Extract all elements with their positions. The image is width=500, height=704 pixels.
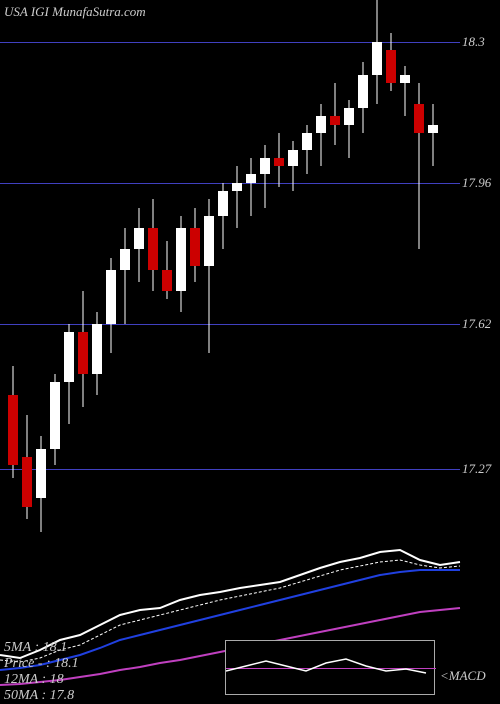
watermark-text: USA IGI MunafaSutra.com bbox=[4, 4, 146, 20]
candlestick bbox=[232, 166, 242, 228]
candlestick bbox=[92, 312, 102, 395]
ma-value-label: Price - : 18.1 bbox=[4, 656, 79, 672]
candle-body bbox=[8, 395, 18, 466]
macd-inset bbox=[225, 640, 435, 695]
candlestick bbox=[274, 133, 284, 187]
macd-svg bbox=[226, 641, 436, 696]
candle-body bbox=[358, 75, 368, 108]
candlestick bbox=[260, 145, 270, 207]
price-level-label: 17.62 bbox=[462, 316, 491, 332]
candlestick bbox=[176, 216, 186, 312]
candle-body bbox=[428, 125, 438, 133]
candlestick bbox=[8, 366, 18, 478]
price-level-line bbox=[0, 469, 460, 470]
candle-wick bbox=[237, 166, 238, 228]
candlestick bbox=[400, 66, 410, 116]
candlestick bbox=[246, 158, 256, 216]
candle-body bbox=[64, 332, 74, 382]
candlestick bbox=[414, 83, 424, 249]
macd-line bbox=[226, 659, 426, 673]
candlestick bbox=[372, 0, 382, 104]
price-candlestick-chart bbox=[0, 0, 460, 540]
candle-body bbox=[232, 183, 242, 191]
stock-chart-container: USA IGI MunafaSutra.com 5MA : 18.1Price … bbox=[0, 0, 500, 700]
moving-average-panel: 5MA : 18.1Price - : 18.112MA : 1850MA : … bbox=[0, 540, 500, 700]
candle-body bbox=[36, 449, 46, 499]
candlestick bbox=[288, 141, 298, 191]
candlestick bbox=[64, 324, 74, 424]
price-level-label: 17.27 bbox=[462, 461, 491, 477]
candle-body bbox=[372, 42, 382, 75]
ma-value-label: 12MA : 18 bbox=[4, 672, 64, 688]
candlestick bbox=[22, 415, 32, 519]
candle-body bbox=[260, 158, 270, 175]
candlestick bbox=[204, 199, 214, 353]
candle-body bbox=[288, 150, 298, 167]
candlestick bbox=[134, 208, 144, 283]
candle-body bbox=[246, 174, 256, 182]
candle-body bbox=[218, 191, 228, 216]
candle-body bbox=[302, 133, 312, 150]
candle-body bbox=[190, 228, 200, 265]
candle-body bbox=[106, 270, 116, 324]
candle-body bbox=[414, 104, 424, 133]
candlestick bbox=[218, 183, 228, 249]
candle-wick bbox=[125, 228, 126, 324]
candlestick bbox=[50, 374, 60, 465]
candlestick bbox=[358, 62, 368, 133]
candle-body bbox=[148, 228, 158, 270]
candlestick bbox=[78, 291, 88, 407]
candlestick bbox=[344, 100, 354, 158]
candlestick bbox=[120, 228, 130, 324]
candle-body bbox=[400, 75, 410, 83]
candle-body bbox=[134, 228, 144, 249]
candle-body bbox=[50, 382, 60, 448]
candle-body bbox=[344, 108, 354, 125]
candlestick bbox=[162, 241, 172, 299]
candlestick bbox=[302, 125, 312, 175]
candlestick bbox=[330, 83, 340, 145]
candle-body bbox=[78, 332, 88, 374]
candlestick bbox=[148, 199, 158, 290]
candle-body bbox=[176, 228, 186, 290]
candle-body bbox=[316, 116, 326, 133]
ma-value-label: 5MA : 18.1 bbox=[4, 640, 67, 656]
candlestick bbox=[106, 258, 116, 354]
candle-body bbox=[386, 50, 396, 83]
candlestick bbox=[190, 208, 200, 283]
candlestick bbox=[386, 33, 396, 91]
candle-wick bbox=[321, 104, 322, 166]
candle-body bbox=[120, 249, 130, 270]
candle-body bbox=[330, 116, 340, 124]
candlestick bbox=[316, 104, 326, 166]
macd-label: <MACD bbox=[440, 668, 486, 684]
candlestick bbox=[428, 104, 438, 166]
candle-wick bbox=[433, 104, 434, 166]
candle-wick bbox=[335, 83, 336, 145]
candlestick bbox=[36, 436, 46, 532]
candle-wick bbox=[265, 145, 266, 207]
price-level-label: 17.96 bbox=[462, 175, 491, 191]
candle-body bbox=[274, 158, 284, 166]
candle-body bbox=[22, 457, 32, 507]
candle-body bbox=[162, 270, 172, 291]
ma-value-label: 50MA : 17.8 bbox=[4, 688, 74, 704]
price-level-line bbox=[0, 183, 460, 184]
price-level-label: 18.3 bbox=[462, 34, 485, 50]
candle-body bbox=[204, 216, 214, 266]
candle-body bbox=[92, 324, 102, 374]
candle-wick bbox=[251, 158, 252, 216]
